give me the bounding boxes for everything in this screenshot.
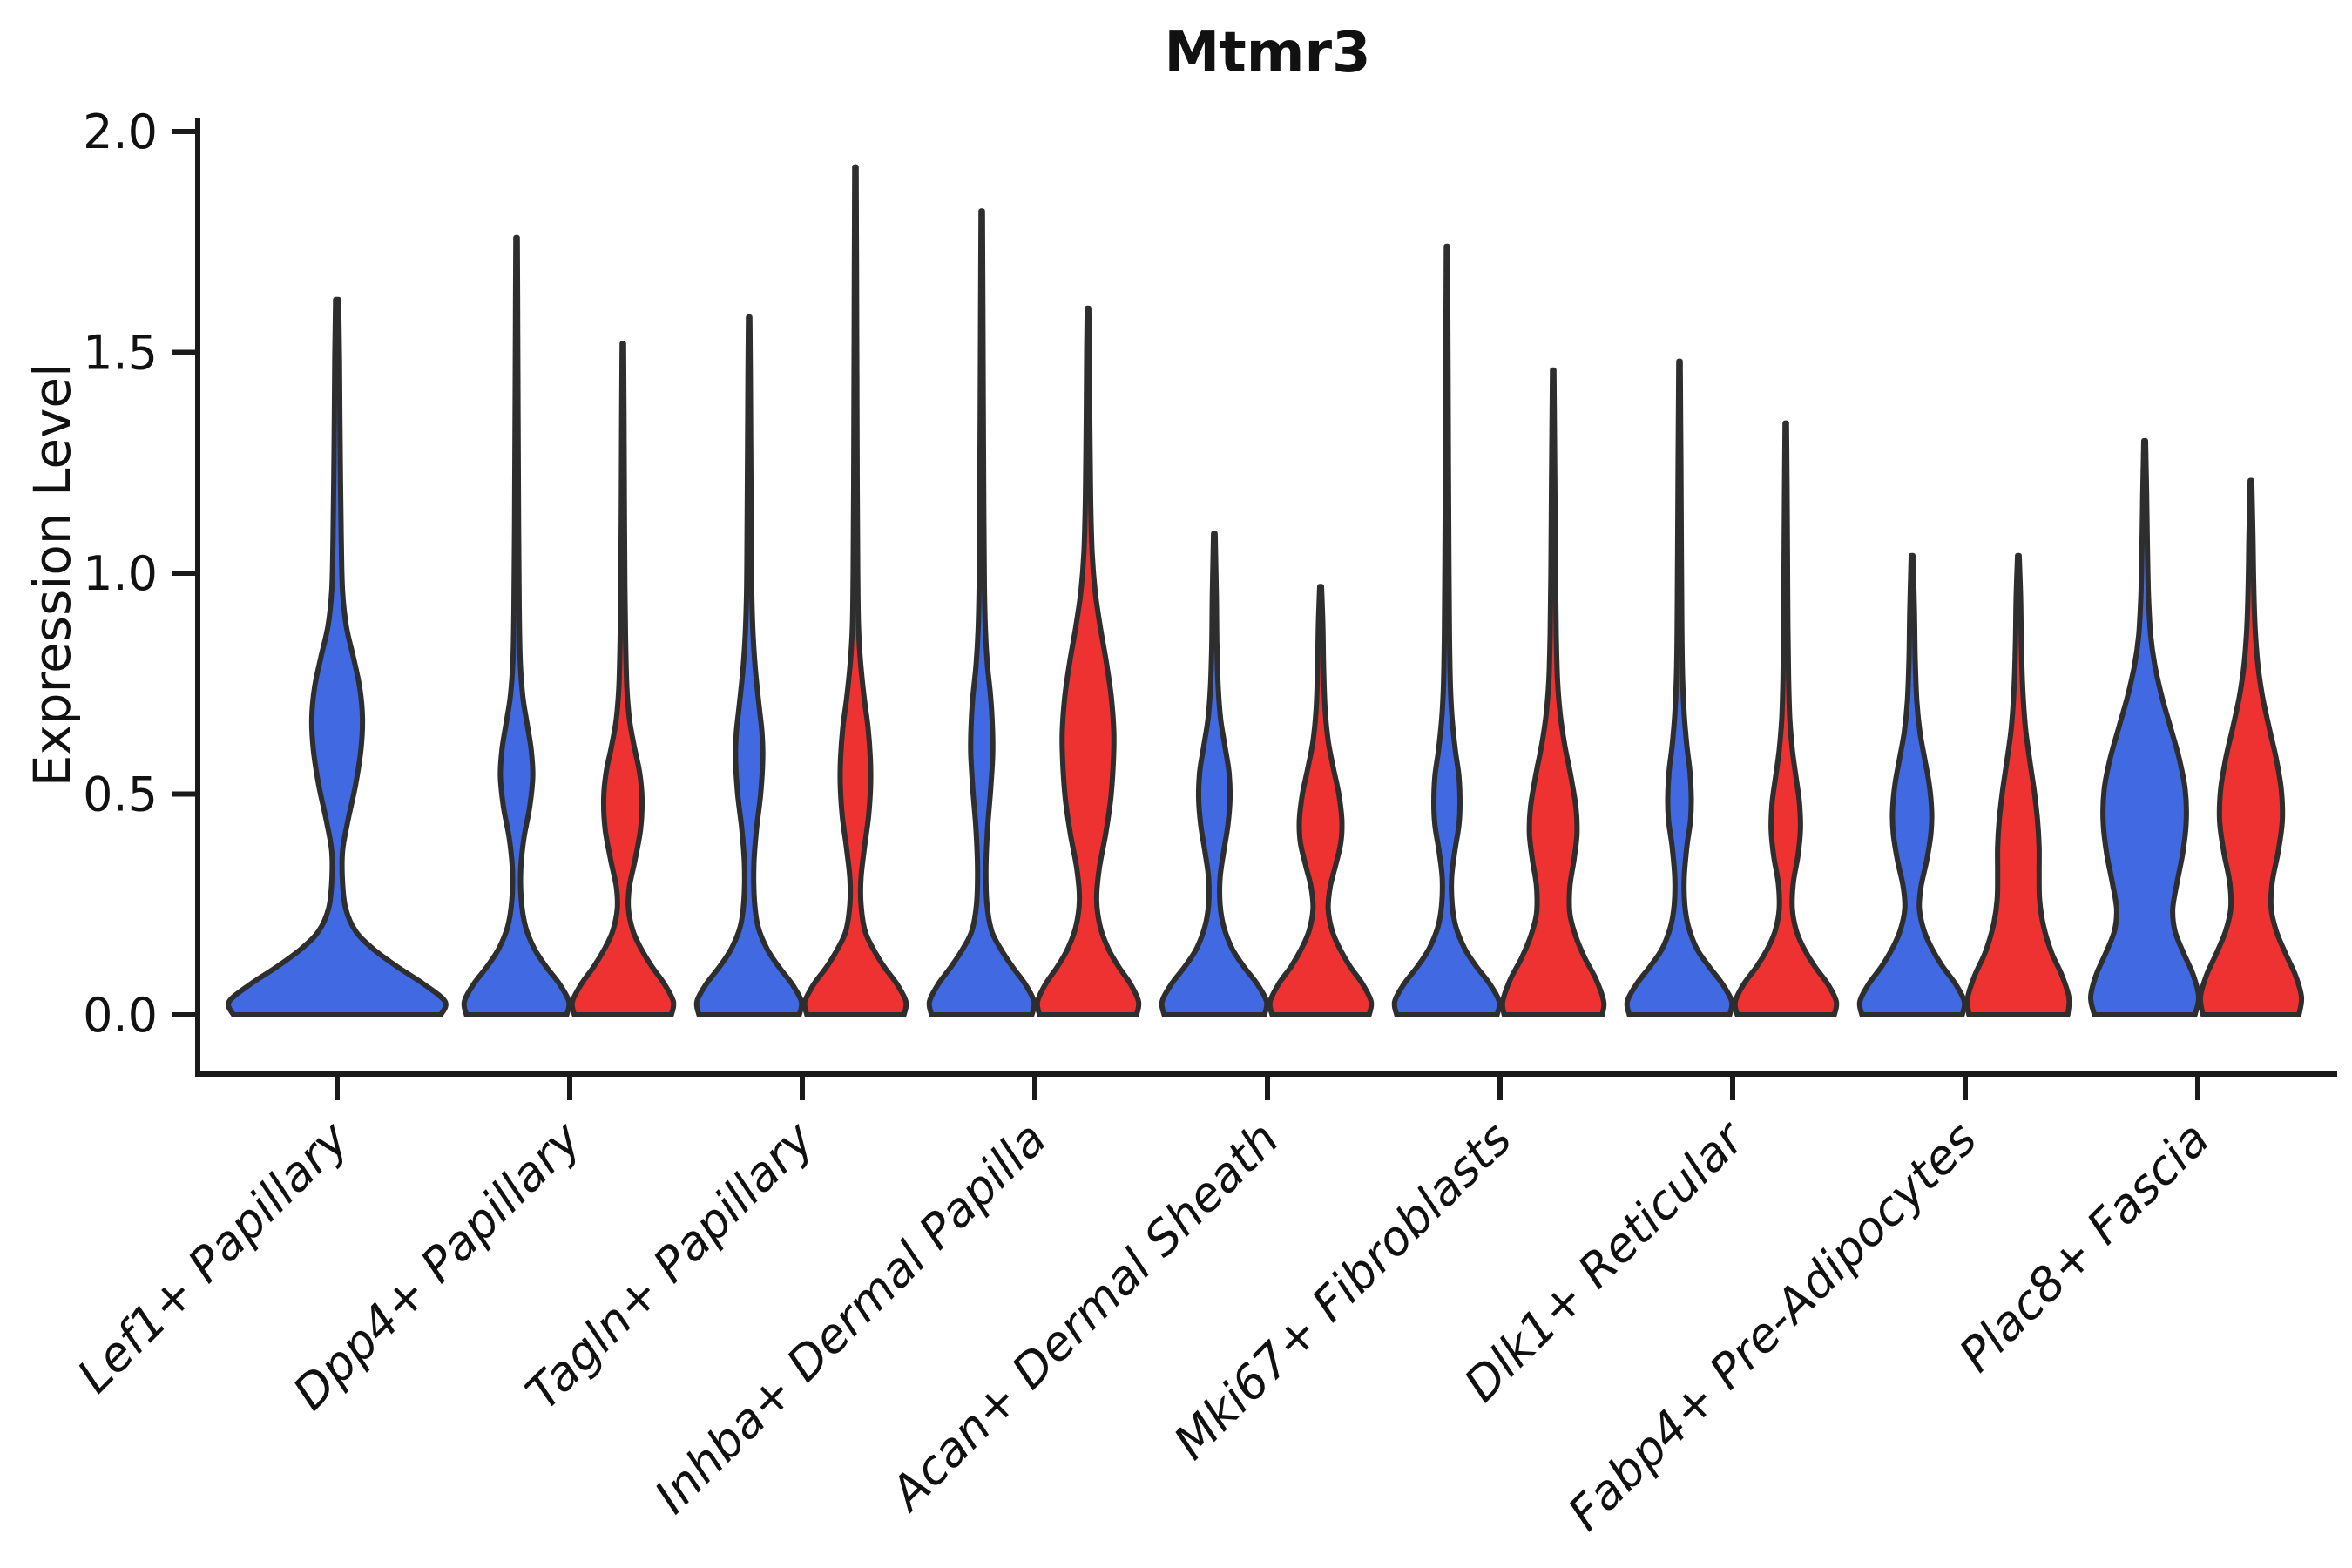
- violin-fabp4-pre-adipocytes-blue: [1856, 552, 1968, 1017]
- y-tick-label-1.5: 1.5: [83, 325, 158, 380]
- violin-lef1-papillary-blue: [226, 296, 449, 1017]
- violin-dlk1-reticular-red: [1732, 420, 1840, 1017]
- violin-mki67-fibroblasts-blue: [1391, 243, 1503, 1017]
- x-tick-label-inhba-dermal-papilla: Inhba+ Dermal Papilla: [644, 1112, 1057, 1524]
- violin-plac8-fascia-blue: [2088, 437, 2201, 1017]
- violin-acan-dermal-sheath-blue: [1159, 531, 1270, 1017]
- violin-tagln-papillary-red: [801, 164, 909, 1017]
- violin-dlk1-reticular-blue: [1624, 358, 1735, 1017]
- y-tick-label-0.5: 0.5: [83, 767, 158, 821]
- violin-plac8-fascia-red: [2197, 477, 2305, 1017]
- y-tick-label-1.0: 1.0: [83, 546, 158, 601]
- y-tick-label-2.0: 2.0: [83, 105, 158, 159]
- violin-tagln-papillary-blue: [693, 314, 805, 1017]
- violin-mki67-fibroblasts-red: [1499, 367, 1607, 1017]
- violin-inhba-dermal-papilla-blue: [926, 208, 1037, 1017]
- y-tick-label-0.0: 0.0: [83, 988, 158, 1043]
- violin-dpp4-papillary-red: [569, 341, 677, 1017]
- x-tick-label-acan-dermal-sheath: Acan+ Dermal Sheath: [878, 1112, 1289, 1523]
- plot-title: Mtmr3: [1164, 21, 1371, 85]
- violin-fabp4-pre-adipocytes-red: [1964, 552, 2072, 1017]
- violin-dpp4-papillary-blue: [461, 234, 572, 1017]
- violin-acan-dermal-sheath-red: [1267, 584, 1375, 1017]
- x-tick-label-plac8-fascia: Plac8+ Fascia: [1949, 1112, 2220, 1382]
- violin-inhba-dermal-papilla-red: [1034, 305, 1142, 1017]
- x-tick-label-fabp4-pre-adipocytes: Fabp4+ Pre-Adipocytes: [1558, 1112, 1987, 1541]
